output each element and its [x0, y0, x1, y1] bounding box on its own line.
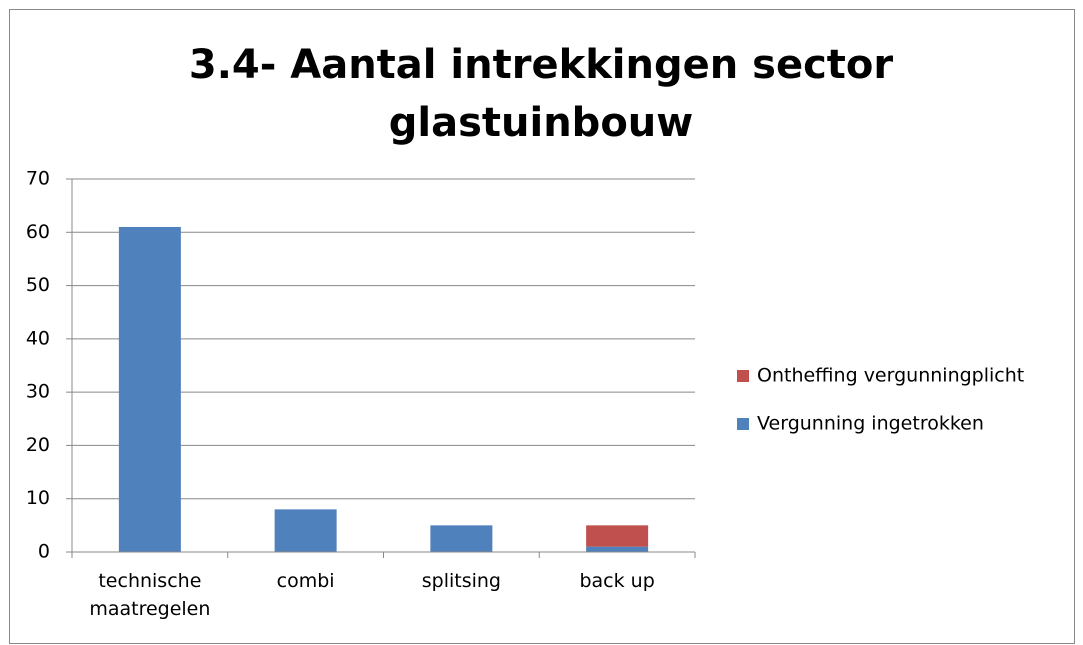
y-tick-label: 60 [26, 221, 50, 243]
y-tick-label: 50 [26, 274, 50, 296]
y-tick-label: 10 [26, 487, 50, 509]
y-tick-label: 30 [26, 381, 50, 403]
chart-title: 3.4- Aantal intrekkingen sector glastuin… [188, 42, 894, 146]
x-tick-label: splitsing [421, 570, 501, 592]
x-tick-label: technische maatregelen [89, 570, 211, 620]
chart-frame [9, 9, 1075, 644]
y-tick-label: 40 [26, 327, 50, 349]
bar [274, 509, 337, 552]
legend-label: Ontheffing vergunningplicht [757, 365, 1024, 387]
x-tick-label: combi [276, 570, 335, 592]
bar [430, 525, 493, 552]
x-tick-label: back up [579, 570, 655, 592]
bar [118, 226, 181, 552]
bar [586, 546, 649, 552]
y-tick-label: 70 [26, 168, 50, 190]
legend-swatch [737, 370, 749, 382]
bar [586, 525, 649, 547]
legend-swatch [737, 418, 749, 430]
legend-label: Vergunning ingetrokken [757, 413, 984, 435]
y-tick-label: 20 [26, 434, 50, 456]
y-tick-label: 0 [38, 541, 50, 563]
